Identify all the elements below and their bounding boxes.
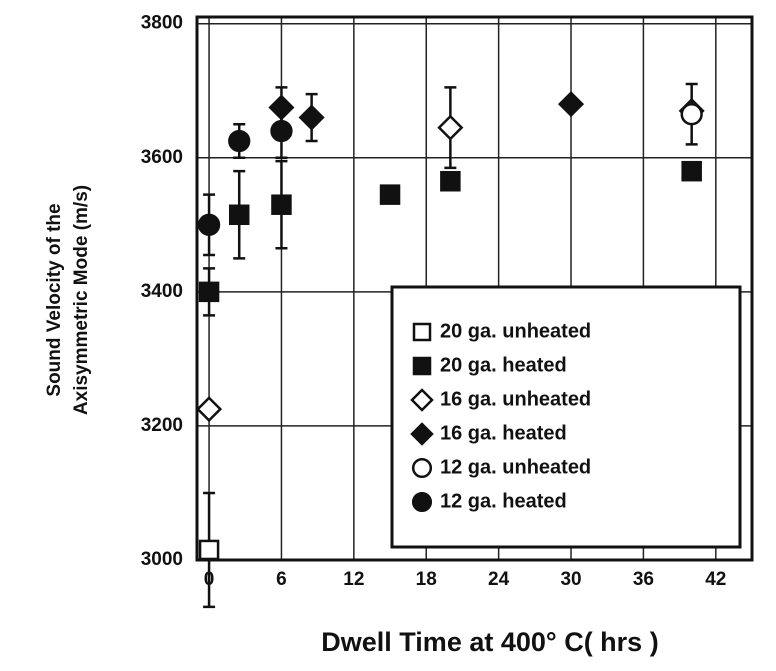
y-tick-label: 3200 xyxy=(141,415,183,436)
y-axis-label: Sound Velocity of the xyxy=(44,203,65,396)
legend-box xyxy=(390,285,742,549)
marker xyxy=(680,103,703,126)
x-axis-label: Dwell Time at 400° C( hrs ) xyxy=(321,627,658,657)
marker xyxy=(681,160,702,182)
marker xyxy=(437,114,464,141)
plot-frame xyxy=(195,15,754,562)
marker xyxy=(440,170,461,192)
x-tick-label: 24 xyxy=(488,569,510,590)
marker xyxy=(412,322,432,342)
marker xyxy=(198,539,220,561)
marker xyxy=(271,194,292,215)
marker xyxy=(410,422,434,446)
marker xyxy=(379,184,401,205)
x-tick-label: 36 xyxy=(633,569,654,590)
marker xyxy=(196,396,223,423)
marker xyxy=(558,91,585,118)
x-tick-label: 6 xyxy=(276,569,287,590)
marker xyxy=(198,281,220,303)
legend-label: 16 ga. unheated xyxy=(440,388,591,410)
x-tick-label: 18 xyxy=(416,569,437,590)
x-tick-label: 42 xyxy=(705,569,726,590)
marker xyxy=(197,213,221,236)
legend-label: 12 ga. heated xyxy=(440,490,567,512)
x-tick-label: 12 xyxy=(343,569,364,590)
y-axis-label: Axisymmetric Mode (m/s) xyxy=(71,185,92,415)
marker xyxy=(412,356,432,376)
marker xyxy=(228,204,250,226)
x-tick-label: 30 xyxy=(560,569,581,590)
marker xyxy=(411,491,433,513)
y-tick-label: 3000 xyxy=(141,549,183,570)
y-tick-label: 3600 xyxy=(141,147,183,168)
marker xyxy=(270,119,293,143)
legend-label: 12 ga. unheated xyxy=(440,456,591,478)
legend-label: 20 ga. unheated xyxy=(440,320,591,342)
marker xyxy=(228,129,251,153)
y-tick-label: 3800 xyxy=(141,13,183,34)
legend-label: 16 ga. heated xyxy=(440,422,567,444)
marker xyxy=(298,104,325,131)
legend-label: 20 ga. heated xyxy=(440,354,567,376)
marker xyxy=(410,388,434,412)
marker xyxy=(411,457,433,479)
y-tick-label: 3400 xyxy=(141,281,183,302)
